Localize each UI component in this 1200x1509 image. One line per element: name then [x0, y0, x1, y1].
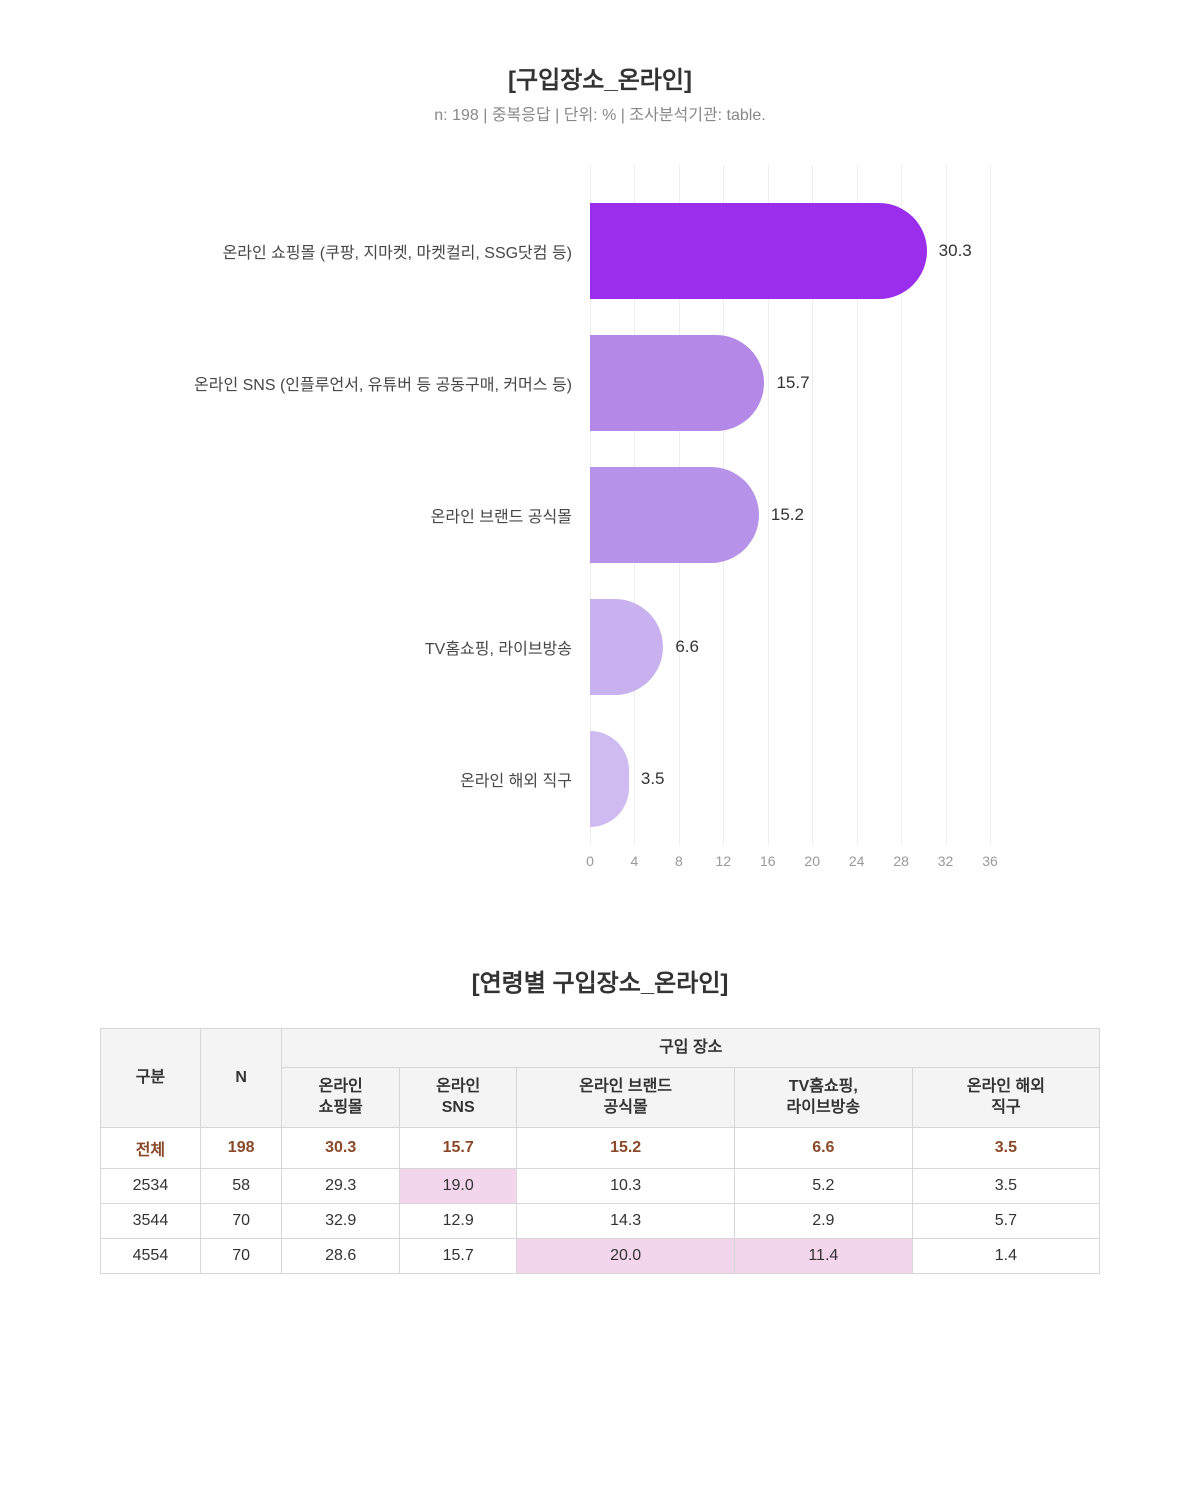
bar-value: 6.6: [663, 637, 699, 657]
table-row-total: 전체19830.315.715.26.63.5: [101, 1127, 1100, 1168]
page-container: [구입장소_온라인] n: 198 | 중복응답 | 단위: % | 조사분석기…: [0, 0, 1200, 1334]
th-column: 온라인쇼핑몰: [282, 1067, 400, 1127]
th-column: TV홈쇼핑,라이브방송: [734, 1067, 912, 1127]
bar: [590, 731, 629, 827]
bar-row: 온라인 SNS (인플루언서, 유튜버 등 공동구매, 커머스 등)15.7: [590, 335, 990, 431]
cell-value: 2.9: [734, 1203, 912, 1238]
x-axis: 04812162024283236: [590, 853, 990, 883]
bar: [590, 599, 663, 695]
bar: [590, 335, 764, 431]
cell-value: 3.5: [912, 1168, 1099, 1203]
data-table: 구분 N 구입 장소 온라인쇼핑몰온라인SNS온라인 브랜드공식몰TV홈쇼핑,라…: [100, 1028, 1100, 1274]
cell-value: 20.0: [517, 1238, 734, 1273]
cell-value: 12.9: [399, 1203, 517, 1238]
cell-value: 1.4: [912, 1238, 1099, 1273]
cell-value: 15.2: [517, 1127, 734, 1168]
bar-label: 온라인 브랜드 공식몰: [431, 503, 590, 527]
th-category: 구분: [101, 1029, 201, 1128]
bar-value: 3.5: [629, 769, 665, 789]
x-tick: 24: [849, 853, 865, 869]
cell-value: 5.7: [912, 1203, 1099, 1238]
cell-value: 19.0: [399, 1168, 517, 1203]
x-tick: 20: [804, 853, 820, 869]
x-tick: 8: [675, 853, 683, 869]
cell-category: 2534: [101, 1168, 201, 1203]
cell-n: 198: [200, 1127, 282, 1168]
cell-value: 5.2: [734, 1168, 912, 1203]
cell-value: 6.6: [734, 1127, 912, 1168]
x-tick: 36: [982, 853, 998, 869]
x-tick: 16: [760, 853, 776, 869]
cell-category: 전체: [101, 1127, 201, 1168]
th-column: 온라인 해외직구: [912, 1067, 1099, 1127]
th-column: 온라인SNS: [399, 1067, 517, 1127]
th-group: 구입 장소: [282, 1029, 1100, 1068]
cell-value: 10.3: [517, 1168, 734, 1203]
cell-value: 32.9: [282, 1203, 400, 1238]
bar-label: 온라인 쇼핑몰 (쿠팡, 지마켓, 마켓컬리, SSG닷컴 등): [223, 239, 590, 263]
table-row: 45547028.615.720.011.41.4: [101, 1238, 1100, 1273]
cell-value: 14.3: [517, 1203, 734, 1238]
cell-n: 58: [200, 1168, 282, 1203]
cell-category: 3544: [101, 1203, 201, 1238]
gridline: [990, 165, 991, 845]
table-body: 전체19830.315.715.26.63.525345829.319.010.…: [101, 1127, 1100, 1273]
bar-value: 30.3: [927, 241, 972, 261]
th-n: N: [200, 1029, 282, 1128]
cell-value: 29.3: [282, 1168, 400, 1203]
x-tick: 0: [586, 853, 594, 869]
x-tick: 32: [938, 853, 954, 869]
table-row: 35447032.912.914.32.95.7: [101, 1203, 1100, 1238]
bar-value: 15.2: [759, 505, 804, 525]
cell-n: 70: [200, 1203, 282, 1238]
plot-area: 온라인 쇼핑몰 (쿠팡, 지마켓, 마켓컬리, SSG닷컴 등)30.3 온라인 …: [590, 185, 990, 845]
table-head: 구분 N 구입 장소 온라인쇼핑몰온라인SNS온라인 브랜드공식몰TV홈쇼핑,라…: [101, 1029, 1100, 1128]
bar: [590, 203, 927, 299]
table-title: [연령별 구입장소_온라인]: [100, 963, 1100, 998]
bar-label: 온라인 해외 직구: [460, 767, 590, 791]
bar-label: TV홈쇼핑, 라이브방송: [425, 635, 590, 659]
cell-n: 70: [200, 1238, 282, 1273]
bar-row: 온라인 브랜드 공식몰15.2: [590, 467, 990, 563]
page-title: [구입장소_온라인]: [100, 60, 1100, 95]
x-tick: 4: [631, 853, 639, 869]
x-tick: 12: [716, 853, 732, 869]
cell-value: 30.3: [282, 1127, 400, 1168]
bar-row: 온라인 해외 직구3.5: [590, 731, 990, 827]
bar: [590, 467, 759, 563]
cell-value: 3.5: [912, 1127, 1099, 1168]
cell-category: 4554: [101, 1238, 201, 1273]
page-subtitle: n: 198 | 중복응답 | 단위: % | 조사분석기관: table.: [100, 101, 1100, 125]
cell-value: 11.4: [734, 1238, 912, 1273]
bar-row: 온라인 쇼핑몰 (쿠팡, 지마켓, 마켓컬리, SSG닷컴 등)30.3: [590, 203, 990, 299]
bar-chart: 온라인 쇼핑몰 (쿠팡, 지마켓, 마켓컬리, SSG닷컴 등)30.3온라인 …: [150, 185, 1050, 883]
cell-value: 15.7: [399, 1127, 517, 1168]
table-row: 25345829.319.010.35.23.5: [101, 1168, 1100, 1203]
x-tick: 28: [893, 853, 909, 869]
bar-value: 15.7: [764, 373, 809, 393]
cell-value: 15.7: [399, 1238, 517, 1273]
cell-value: 28.6: [282, 1238, 400, 1273]
bar-row: TV홈쇼핑, 라이브방송6.6: [590, 599, 990, 695]
th-column: 온라인 브랜드공식몰: [517, 1067, 734, 1127]
bar-label: 온라인 SNS (인플루언서, 유튜버 등 공동구매, 커머스 등): [194, 371, 590, 395]
